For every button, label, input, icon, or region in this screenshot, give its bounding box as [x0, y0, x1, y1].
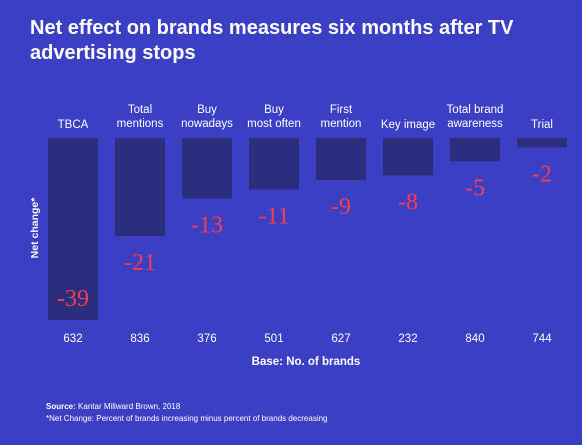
value-label-2: -13 — [191, 213, 223, 239]
base-count-3: 501 — [264, 333, 283, 345]
y-axis-label: Net change* — [29, 197, 41, 259]
base-count-7: 744 — [532, 333, 552, 345]
base-count-5: 232 — [398, 333, 417, 345]
bar-7 — [517, 138, 567, 148]
bars — [48, 138, 567, 320]
category-labels: TBCA Total mentions Buy nowadays Buy most ofte… — [58, 104, 553, 131]
source-line: Source: Kantar Millward Brown, 2018 — [46, 401, 328, 413]
base-count-6: 840 — [465, 333, 484, 345]
category-label-7: Trial — [531, 119, 553, 131]
bar-1 — [115, 138, 165, 236]
value-label-7: -2 — [532, 161, 552, 187]
base-count-labels: 632 836 376 501 627 232 840 744 — [63, 333, 552, 345]
category-label-2: Buy nowadays — [181, 104, 233, 130]
source-label: Source: — [46, 402, 76, 411]
chart-title: Net effect on brands measures six months… — [30, 17, 514, 64]
bar-2 — [182, 138, 232, 199]
base-count-1: 836 — [130, 333, 149, 345]
value-label-1: -21 — [124, 250, 156, 276]
value-label-0: -39 — [57, 286, 89, 312]
value-label-5: -8 — [398, 189, 418, 215]
value-label-3: -11 — [258, 203, 289, 229]
source-note: Source: Kantar Millward Brown, 2018 *Net… — [46, 401, 328, 425]
category-label-6: Total brand awareness — [447, 104, 504, 130]
category-label-5: Key image — [381, 119, 435, 131]
category-label-1: Total mentions — [117, 104, 164, 130]
base-count-0: 632 — [63, 333, 82, 345]
footnote: *Net Change: Percent of brands increasin… — [46, 414, 328, 423]
value-label-6: -5 — [465, 175, 485, 201]
value-labels: -39 -21 -13 -11 -9 -8 -5 -2 — [57, 161, 552, 312]
base-count-2: 376 — [197, 333, 216, 345]
category-label-4: First mention — [321, 104, 362, 130]
category-label-0: TBCA — [58, 119, 89, 131]
bar-6 — [450, 138, 500, 162]
base-count-4: 627 — [331, 333, 350, 345]
bar-0 — [48, 138, 98, 320]
bar-4 — [316, 138, 366, 180]
source-text: Kantar Millward Brown, 2018 — [78, 402, 181, 411]
bar-3 — [249, 138, 299, 190]
x-axis-label: Base: No. of brands — [252, 356, 361, 368]
value-label-4: -9 — [331, 194, 351, 220]
bar-5 — [383, 138, 433, 176]
category-label-3: Buy most often — [247, 104, 301, 130]
